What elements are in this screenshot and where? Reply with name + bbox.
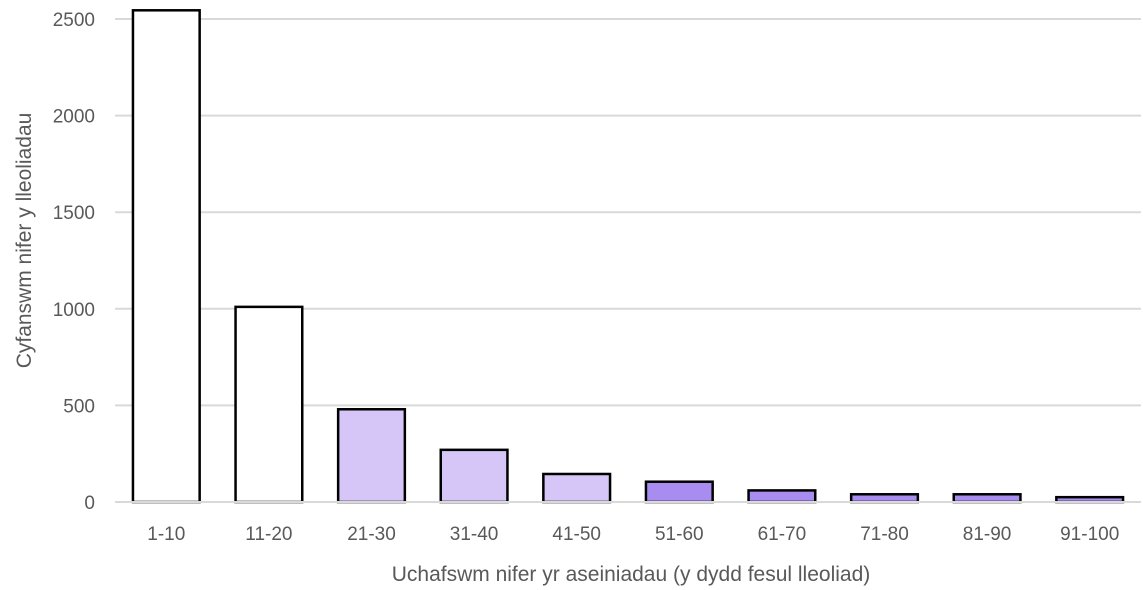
x-tick-label: 61-70	[758, 524, 807, 545]
x-tick-label: 91-100	[1060, 524, 1119, 545]
bar-51-60	[644, 480, 714, 504]
x-tick-label: 1-10	[147, 524, 185, 545]
x-tick-label: 31-40	[450, 524, 499, 545]
y-axis-title: Cyfanswm nifer y lleoliadau	[13, 113, 36, 369]
y-tick-label: 1500	[53, 203, 95, 224]
bar-31-40	[439, 448, 509, 504]
y-tick-label: 2500	[53, 10, 95, 31]
x-tick-label: 51-60	[655, 524, 704, 545]
y-tick-label: 1000	[53, 300, 95, 321]
bar-11-20	[234, 305, 304, 504]
x-tick-label: 11-20	[245, 524, 292, 545]
x-tick-label: 21-30	[347, 524, 396, 545]
x-tick-label: 41-50	[552, 524, 601, 545]
bars	[131, 9, 1125, 504]
x-tick-label: 71-80	[860, 524, 909, 545]
bar-71-80	[849, 493, 920, 504]
bar-81-90	[952, 493, 1022, 504]
y-tick-label: 0	[84, 493, 95, 514]
y-tick-label: 2000	[53, 107, 95, 128]
x-tick-label: 81-90	[963, 524, 1012, 545]
bar-1-10	[131, 9, 201, 504]
bar-41-50	[542, 472, 612, 504]
x-axis-title: Uchafswm nifer yr aseiniadau (y dydd fes…	[392, 563, 871, 586]
bar-21-30	[336, 408, 407, 504]
y-axis-ticks: 0 500 1000 1500 2000 2500	[53, 10, 95, 514]
y-tick-label: 500	[63, 396, 95, 417]
x-axis-ticks: 1-10 11-20 21-30 31-40 41-50 51-60 61-70 71-80 8…	[147, 524, 1119, 545]
bar-61-70	[747, 489, 817, 504]
